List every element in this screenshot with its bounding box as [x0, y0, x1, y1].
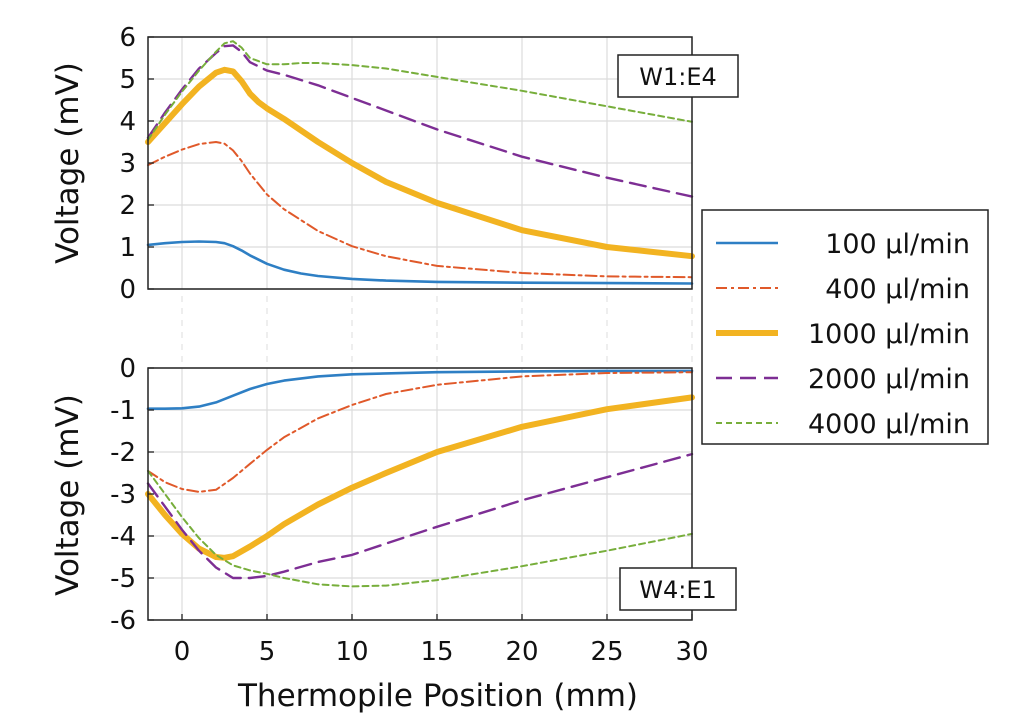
series-line-top-3: [145, 66, 695, 260]
panel-top: 0 1 2 3 4 5 6 Voltage (mV) W1:E4: [50, 23, 739, 362]
x-tick-label: 30: [675, 637, 708, 667]
legend-label-4: 2000 µl/min: [808, 364, 970, 395]
series-line-bottom-5: [147, 469, 693, 588]
legend-box: [701, 209, 989, 445]
x-tick-label: 10: [335, 637, 368, 667]
series-line-bottom-4: [146, 452, 694, 580]
y-tick-label: 0: [119, 275, 136, 305]
y-tick-label: 3: [119, 149, 136, 179]
legend-label-2: 400 µl/min: [825, 274, 970, 305]
y-tick-label: 4: [119, 107, 136, 137]
y-tick-label: -6: [110, 606, 136, 636]
legend: 100 µl/min 400 µl/min 1000 µl/min 2000 µl/m…: [701, 209, 989, 445]
legend-label-3: 1000 µl/min: [808, 319, 970, 350]
series-lines-bottom: [145, 369, 695, 588]
x-tick-label: 15: [420, 637, 453, 667]
panel-label-top: W1:E4: [639, 63, 717, 91]
y-tick-label: 6: [119, 23, 136, 53]
y-axis-label-bottom: Voltage (mV): [50, 394, 86, 596]
y-ticks-bottom: -6 -5 -4 -3 -2 -1 0: [110, 354, 154, 636]
panel-label-bottom: W4:E1: [639, 576, 717, 604]
series-line-bottom-2: [147, 371, 693, 493]
series-line-top-4: [146, 44, 694, 198]
panel-label-box-top: W1:E4: [617, 54, 739, 98]
x-tick-label: 0: [174, 637, 191, 667]
y-tick-label: -1: [110, 396, 136, 426]
y-tick-label: 2: [119, 191, 136, 221]
x-ticks-bottom: 0 5 10 15 20 25 30: [174, 614, 709, 667]
panel-bottom: -6-5-4-3-2-10 0 5 10 15 20 25 30 Voltage (mV) …: [50, 354, 737, 714]
y-tick-label: 1: [119, 233, 136, 263]
y-axis-label-top: Voltage (mV): [50, 62, 86, 264]
panel-label-box-bottom: W4:E1: [619, 567, 737, 611]
y-tick-label: -4: [110, 522, 136, 552]
series-line-top-2: [147, 141, 693, 279]
series-lines-top: [145, 40, 695, 285]
legend-label-5: 4000 µl/min: [808, 409, 970, 440]
series-line-top-1: [146, 240, 694, 285]
y-tick-label: -3: [110, 480, 136, 510]
x-tick-label: 20: [505, 637, 538, 667]
x-axis-label: Thermopile Position (mm): [237, 678, 638, 714]
x-tick-label: 5: [259, 637, 276, 667]
series-line-bottom-3: [145, 394, 695, 561]
series-line-bottom-1: [146, 369, 694, 411]
y-tick-label: 5: [119, 65, 136, 95]
grid-top: [148, 36, 693, 362]
y-tick-label: -2: [110, 438, 136, 468]
y-tick-label: 0: [119, 354, 136, 384]
series-line-top-5: [147, 40, 693, 141]
x-tick-label: 25: [590, 637, 623, 667]
y-ticks-top: 0 1 2 3 4 5 6: [119, 23, 154, 305]
legend-label-1: 100 µl/min: [825, 229, 970, 260]
y-tick-label: -5: [110, 564, 136, 594]
